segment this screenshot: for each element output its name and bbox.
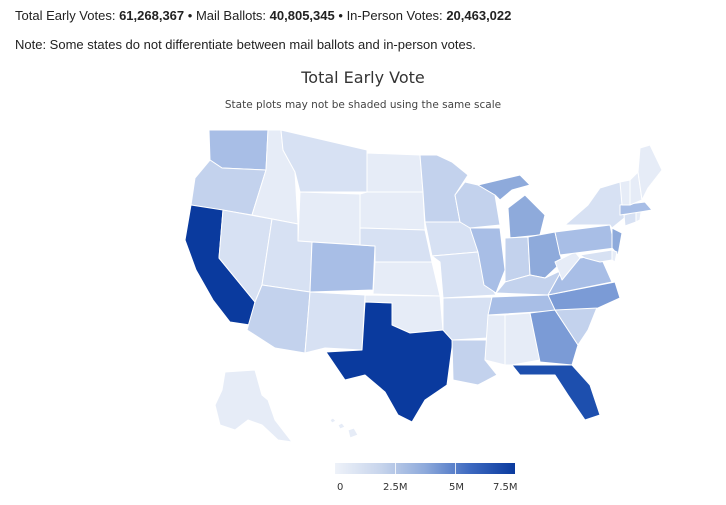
state-rhode-island[interactable] <box>635 211 642 223</box>
state-georgia[interactable] <box>529 309 579 366</box>
legend-label-2.5m: 2.5M <box>383 482 408 493</box>
state-florida[interactable] <box>511 364 601 421</box>
state-north-dakota[interactable] <box>366 152 424 193</box>
state-wyoming[interactable] <box>297 191 361 246</box>
state-washington[interactable] <box>208 129 269 171</box>
state-new-mexico[interactable] <box>304 291 366 354</box>
note-text: Note: Some states do not differentiate b… <box>15 37 476 52</box>
legend-tick <box>455 463 456 474</box>
state-wisconsin[interactable] <box>454 181 501 229</box>
state-delaware[interactable] <box>611 249 618 263</box>
legend-label-7.5m: 7.5M <box>493 482 518 493</box>
legend-label-5m: 5M <box>449 482 464 493</box>
legend-gradient-bar <box>335 463 515 474</box>
color-scale-legend: 0 2.5M 5M 7.5M <box>335 463 518 496</box>
state-colorado[interactable] <box>309 241 376 293</box>
state-arkansas[interactable] <box>442 296 493 341</box>
legend-labels: 0 2.5M 5M 7.5M <box>335 482 518 496</box>
state-alaska[interactable] <box>214 369 293 443</box>
separator: • <box>338 8 343 23</box>
state-maryland[interactable] <box>579 249 613 263</box>
state-west-virginia[interactable] <box>554 251 581 281</box>
state-texas[interactable] <box>325 301 454 423</box>
total-early-votes-label: Total Early Votes: <box>15 8 116 23</box>
in-person-votes-value: 20,463,022 <box>446 8 512 23</box>
in-person-votes-label: In-Person Votes: <box>346 8 443 23</box>
state-indiana[interactable] <box>504 236 531 283</box>
mail-ballots-value: 40,805,345 <box>269 8 335 23</box>
total-early-votes-value: 61,268,367 <box>119 8 185 23</box>
state-hawaii[interactable] <box>329 417 359 439</box>
state-new-jersey[interactable] <box>611 227 623 256</box>
legend-label-0: 0 <box>337 482 344 493</box>
state-south-dakota[interactable] <box>359 191 426 231</box>
separator: • <box>187 8 193 23</box>
map-title: Total Early Vote <box>301 68 425 87</box>
mail-ballots-label: Mail Ballots: <box>195 8 267 23</box>
state-mississippi[interactable] <box>484 314 506 366</box>
state-michigan[interactable] <box>477 174 546 239</box>
legend-tick <box>395 463 396 474</box>
state-maine[interactable] <box>637 144 663 201</box>
state-ohio[interactable] <box>527 231 563 279</box>
state-new-york[interactable] <box>564 181 629 229</box>
state-kansas[interactable] <box>372 261 441 297</box>
map-subtitle: State plots may not be shaded using the … <box>224 99 502 111</box>
state-vermont[interactable] <box>619 179 631 206</box>
early-vote-summary: Total Early Votes: 61,268,367 • Mail Bal… <box>15 8 511 23</box>
state-alabama[interactable] <box>504 312 541 366</box>
